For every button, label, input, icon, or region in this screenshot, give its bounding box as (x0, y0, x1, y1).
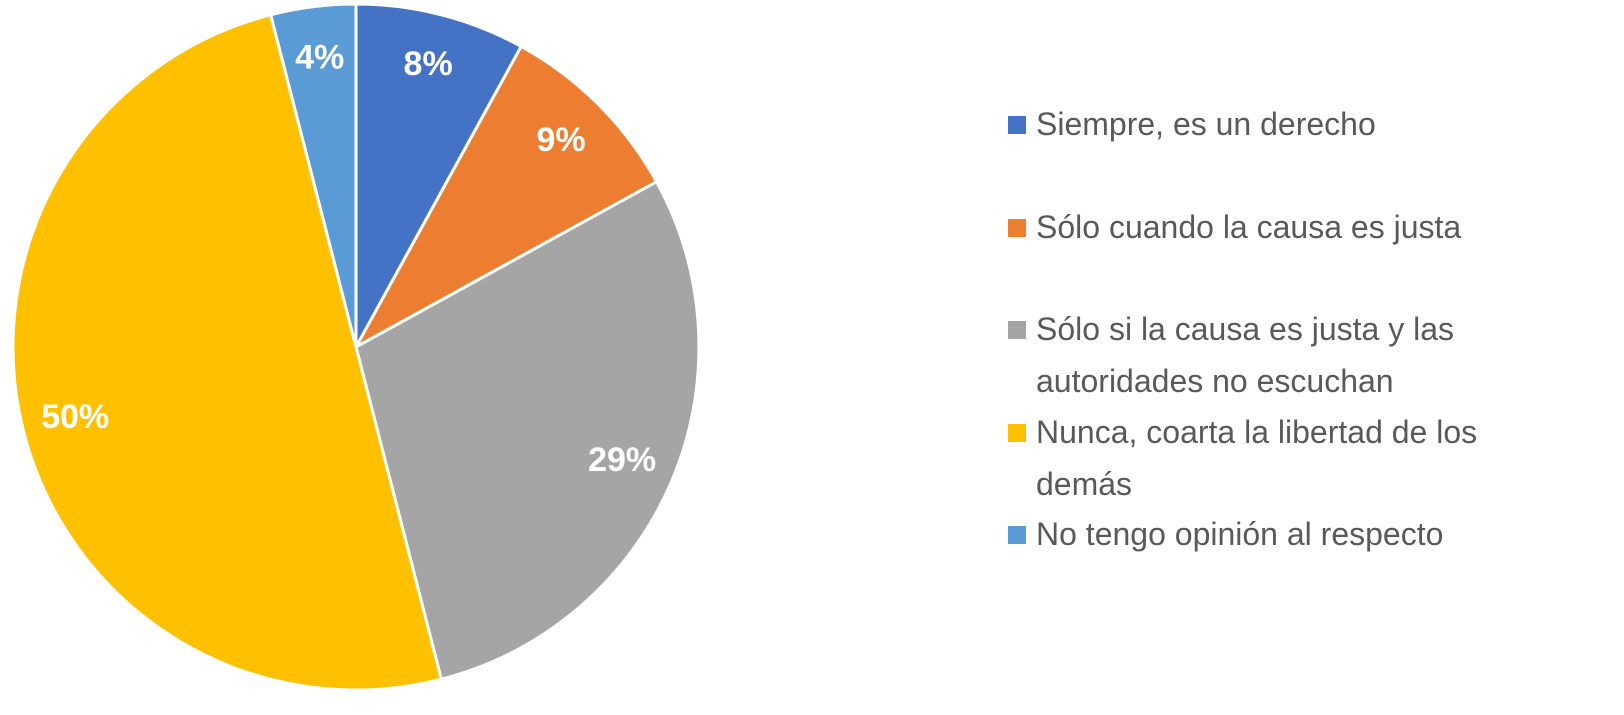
legend-item: Nunca, coarta la libertad de los demás (1008, 406, 1568, 510)
legend-swatch (1008, 424, 1026, 442)
legend-item: Sólo si la causa es justa y las autorida… (1008, 303, 1568, 407)
legend-label: Sólo si la causa es justa y las autorida… (1036, 311, 1454, 399)
legend-label: Sólo cuando la causa es justa (1036, 209, 1462, 245)
data-label: 8% (404, 45, 453, 83)
legend-swatch (1008, 526, 1026, 544)
legend-label: Nunca, coarta la libertad de los demás (1036, 414, 1478, 502)
legend-item: Siempre, es un derecho (1008, 98, 1568, 150)
pie-slice (354, 179, 701, 682)
data-label: 50% (41, 398, 109, 436)
pie-slice (354, 2, 524, 348)
data-label: 29% (588, 441, 656, 479)
legend-swatch (1008, 116, 1026, 134)
data-label: 9% (536, 121, 585, 159)
legend-swatch (1008, 321, 1026, 339)
chart: 8% 9% 29% 50% 4% (11, 2, 701, 692)
pie-slice (268, 2, 358, 348)
legend-label: No tengo opinión al respecto (1036, 516, 1444, 552)
pie-slice (11, 12, 444, 692)
legend-swatch (1008, 219, 1026, 237)
legend-label: Siempre, es un derecho (1036, 106, 1376, 142)
legend-item: Sólo cuando la causa es justa (1008, 201, 1568, 253)
legend-item: No tengo opinión al respecto (1008, 508, 1568, 560)
data-label: 4% (295, 38, 344, 76)
pie-slice (352, 44, 659, 351)
